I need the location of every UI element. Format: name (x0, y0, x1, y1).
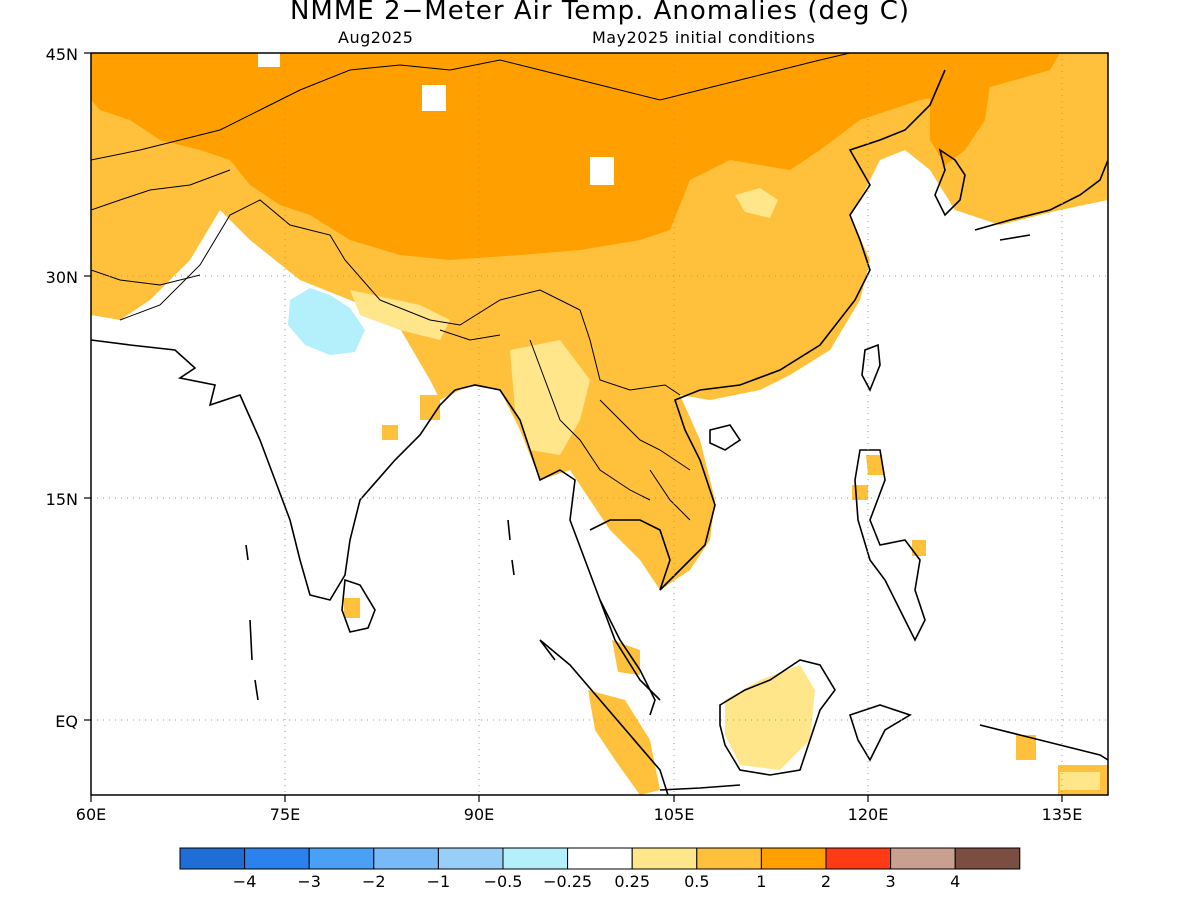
anomaly-region-0.5-1-srilanka (344, 598, 360, 618)
bengal-coastline (454, 384, 661, 701)
map-title: NMME 2−Meter Air Temp. Anomalies (deg C) (289, 0, 911, 26)
srilanka-coastline (341, 578, 376, 633)
colorbar-label: −0.25 (543, 872, 592, 891)
sumatra-coastline (539, 639, 669, 795)
colorbar-label: −3 (297, 872, 321, 891)
coastlines (91, 69, 1108, 795)
taiwan-coastline (861, 343, 881, 392)
missing-data-cell (422, 85, 446, 111)
colorbar-label: 2 (821, 872, 831, 891)
colorbar-label: 4 (950, 872, 960, 891)
indochina-coastline (589, 69, 946, 591)
andaman-islands (245, 519, 515, 701)
missing-data-cell (258, 53, 280, 67)
map-frame (90, 52, 1109, 796)
anomaly-region-0.5-1-sumatra (588, 690, 660, 795)
missing-data-cell (590, 157, 614, 185)
korea-coastline (934, 148, 966, 217)
india-coastline (91, 339, 456, 601)
anomaly-region-neg-0.25 (288, 288, 365, 355)
colorbar-swatch (760, 847, 827, 870)
lon-label-60e: 60E (76, 805, 106, 824)
anomaly-region-0.25-0.5-borneo (725, 665, 815, 770)
valid-month-label: Aug2025 (338, 28, 414, 47)
lon-label-105e: 105E (654, 805, 695, 824)
colorbar-swatch (631, 847, 698, 870)
colorbar-label: −1 (427, 872, 451, 891)
colorbar-swatch (890, 847, 956, 870)
colorbar-label: −4 (233, 872, 257, 891)
lat-label-15n: 15N (46, 490, 78, 509)
philippines-coastline (854, 449, 926, 642)
colorbar-label: 1 (756, 872, 766, 891)
colorbar-label: 0.25 (614, 872, 650, 891)
anomaly-region-0.25-0.5-newguinea (1060, 772, 1100, 790)
colorbar-label: −0.5 (484, 872, 523, 891)
sulawesi-coastline (848, 704, 912, 762)
colorbar-swatch (179, 847, 246, 870)
colorbar-swatch (502, 847, 569, 870)
anomaly-region-0.25-0.5-nepal (350, 290, 450, 340)
anomaly-region-0.25-0.5-indochina (510, 340, 590, 455)
anomaly-region-0.5-1-eastindia (382, 395, 440, 440)
malaya-coastline (599, 599, 656, 716)
colorbar-swatch (567, 847, 633, 870)
lat-label-eq: EQ (55, 712, 78, 731)
lat-label-45n: 45N (46, 45, 78, 64)
lon-label-75e: 75E (270, 805, 300, 824)
colorbar-swatch (825, 847, 892, 870)
graticule (91, 53, 1108, 795)
hainan-coastline (709, 424, 742, 451)
lat-label-30n: 30N (46, 268, 78, 287)
init-conditions-label: May2025 initial conditions (592, 28, 816, 47)
colorbar-label: 3 (886, 872, 896, 891)
anomaly-region-1-2-korea (930, 80, 990, 165)
colorbar-swatch (954, 847, 1021, 870)
colorbar-label: 0.5 (684, 872, 709, 891)
anomaly-region-0.5-1-philippines (852, 455, 926, 556)
borneo-coastline (719, 659, 836, 776)
java-coastline (659, 784, 741, 791)
country-borders (91, 53, 851, 521)
axis-ticks (84, 52, 1063, 802)
colorbar-swatch (308, 847, 375, 870)
lon-label-135e: 135E (1042, 805, 1083, 824)
colorbar-swatch (696, 847, 762, 870)
anomaly-field (91, 53, 1108, 795)
colorbar-swatch (244, 847, 310, 870)
colorbar: −4 −3 −2 −1 −0.5 −0.25 0.25 0.5 1 2 3 4 (179, 847, 1021, 891)
colorbar-swatch (373, 847, 439, 870)
colorbar-swatch (437, 847, 504, 870)
lon-label-120e: 120E (848, 805, 889, 824)
anomaly-region-0.25-0.5-tibet (735, 188, 778, 218)
lon-label-90e: 90E (464, 805, 494, 824)
newguinea-coastline (979, 724, 1108, 761)
japan-coastline (974, 159, 1108, 241)
anomaly-region-1-2 (91, 53, 1060, 260)
colorbar-label: −2 (362, 872, 386, 891)
